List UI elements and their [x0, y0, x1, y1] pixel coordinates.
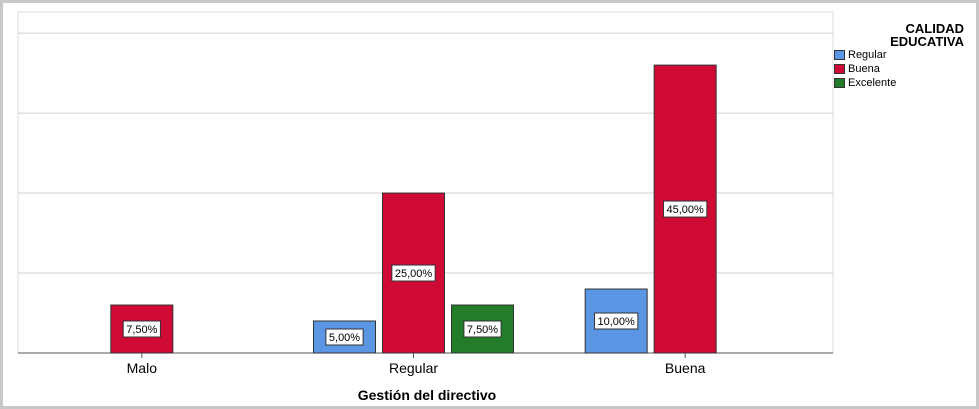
- legend-item: Buena: [834, 62, 974, 76]
- value-label: 45,00%: [667, 204, 705, 216]
- value-label: 10,00%: [598, 316, 636, 328]
- value-label: 5,00%: [329, 332, 360, 344]
- value-label: 7,50%: [126, 324, 157, 336]
- legend-swatch: [834, 78, 845, 88]
- legend-item: Regular: [834, 48, 974, 62]
- x-tick-label: Regular: [389, 360, 438, 376]
- x-tick-label: Malo: [127, 360, 158, 376]
- value-label-box: [663, 200, 708, 218]
- value-label-box: [122, 320, 161, 338]
- legend: CALIDAD EDUCATIVA Regular Buena Excelente: [834, 22, 974, 90]
- value-label-box: [391, 264, 436, 282]
- value-label: 7,50%: [467, 324, 498, 336]
- x-axis-label: Gestión del directivo: [358, 387, 496, 403]
- legend-title: CALIDAD EDUCATIVA: [890, 21, 964, 49]
- value-label-box: [463, 320, 502, 338]
- legend-label: Excelente: [848, 77, 897, 89]
- x-tick-label: Buena: [665, 360, 706, 376]
- legend-swatch: [834, 50, 845, 60]
- value-label-box: [594, 312, 639, 330]
- legend-swatch: [834, 64, 845, 74]
- legend-label: Regular: [848, 49, 887, 61]
- legend-label: Buena: [848, 63, 880, 75]
- value-label: 25,00%: [395, 268, 433, 280]
- legend-item: Excelente: [834, 76, 974, 90]
- value-label-box: [325, 328, 364, 346]
